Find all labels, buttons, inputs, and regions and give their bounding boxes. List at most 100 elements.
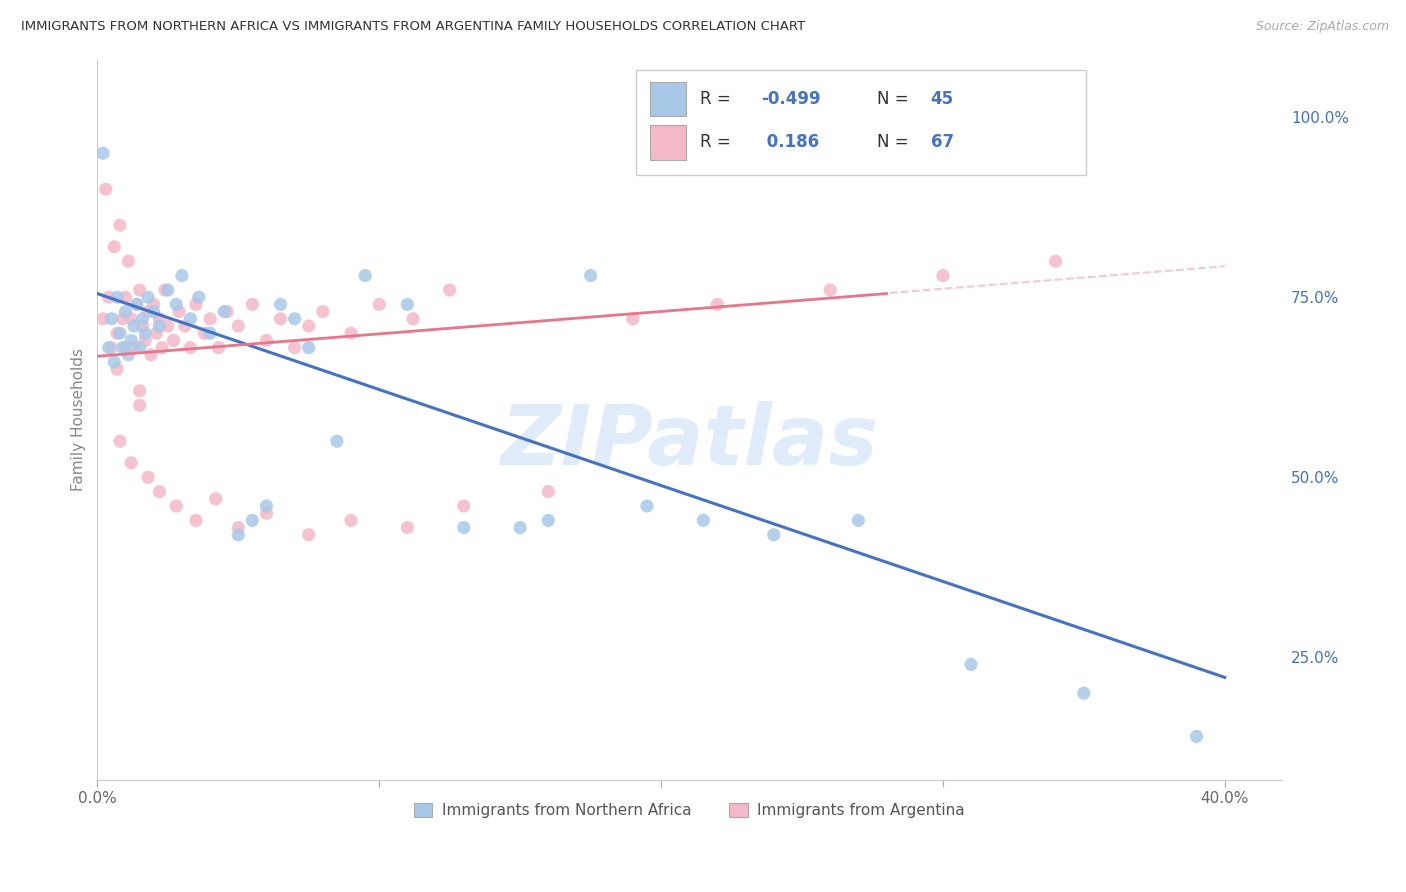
Point bbox=[193, 326, 215, 341]
Point bbox=[128, 384, 150, 398]
Text: -0.499: -0.499 bbox=[762, 90, 821, 108]
Point bbox=[122, 318, 145, 333]
Point bbox=[818, 283, 841, 297]
Point bbox=[156, 318, 179, 333]
Point bbox=[148, 484, 170, 499]
Point bbox=[340, 513, 363, 527]
Point bbox=[184, 297, 207, 311]
Text: 67: 67 bbox=[931, 134, 953, 152]
Point bbox=[103, 240, 125, 254]
Point bbox=[111, 311, 134, 326]
Point bbox=[298, 318, 321, 333]
Point bbox=[148, 311, 170, 326]
Point bbox=[142, 304, 165, 318]
Point bbox=[91, 311, 114, 326]
Point bbox=[108, 326, 131, 341]
Point bbox=[91, 146, 114, 161]
Point bbox=[170, 268, 193, 283]
Point bbox=[117, 254, 139, 268]
Point bbox=[94, 182, 117, 196]
Point bbox=[284, 311, 307, 326]
Point bbox=[125, 297, 148, 311]
Text: 45: 45 bbox=[931, 90, 953, 108]
Point bbox=[256, 499, 278, 513]
Point bbox=[153, 283, 176, 297]
Point bbox=[136, 290, 159, 304]
Point bbox=[134, 334, 156, 348]
Y-axis label: Family Households: Family Households bbox=[72, 348, 86, 491]
Point bbox=[579, 268, 602, 283]
Point bbox=[150, 341, 173, 355]
Point bbox=[402, 311, 425, 326]
Point bbox=[326, 434, 349, 449]
Point bbox=[537, 513, 560, 527]
Point bbox=[537, 484, 560, 499]
Point bbox=[270, 297, 292, 311]
Point bbox=[396, 520, 419, 534]
Point bbox=[636, 499, 658, 513]
Point bbox=[105, 362, 128, 376]
Point bbox=[762, 528, 785, 542]
Point bbox=[509, 520, 531, 534]
Point bbox=[128, 398, 150, 412]
Point bbox=[167, 304, 190, 318]
Point bbox=[368, 297, 391, 311]
Point bbox=[226, 528, 249, 542]
Point bbox=[256, 334, 278, 348]
Point bbox=[173, 318, 195, 333]
Point bbox=[312, 304, 335, 318]
Point bbox=[108, 434, 131, 449]
Point bbox=[256, 506, 278, 520]
Point bbox=[354, 268, 377, 283]
Point bbox=[396, 297, 419, 311]
Point bbox=[97, 290, 120, 304]
Point bbox=[706, 297, 728, 311]
FancyBboxPatch shape bbox=[650, 125, 686, 160]
Point bbox=[103, 355, 125, 369]
Point bbox=[136, 470, 159, 484]
Text: N =: N = bbox=[877, 90, 914, 108]
Point bbox=[131, 318, 153, 333]
Point bbox=[139, 348, 162, 362]
Point bbox=[226, 318, 249, 333]
Point bbox=[105, 326, 128, 341]
Point bbox=[165, 297, 187, 311]
Point bbox=[136, 304, 159, 318]
Text: Source: ZipAtlas.com: Source: ZipAtlas.com bbox=[1256, 20, 1389, 33]
Point bbox=[284, 341, 307, 355]
Point bbox=[128, 341, 150, 355]
Point bbox=[453, 520, 475, 534]
Point bbox=[108, 218, 131, 232]
Point bbox=[692, 513, 714, 527]
Point bbox=[145, 326, 167, 341]
Point bbox=[105, 290, 128, 304]
Point bbox=[204, 491, 226, 506]
Point bbox=[125, 297, 148, 311]
Point bbox=[128, 283, 150, 297]
Point bbox=[621, 311, 644, 326]
Point bbox=[142, 297, 165, 311]
Text: ZIPatlas: ZIPatlas bbox=[501, 401, 879, 482]
Point bbox=[198, 326, 221, 341]
Point bbox=[340, 326, 363, 341]
Point bbox=[131, 311, 153, 326]
Point bbox=[240, 297, 263, 311]
Point bbox=[187, 290, 209, 304]
Point bbox=[156, 283, 179, 297]
Point bbox=[212, 304, 235, 318]
Point bbox=[932, 268, 955, 283]
Point bbox=[162, 334, 184, 348]
Text: IMMIGRANTS FROM NORTHERN AFRICA VS IMMIGRANTS FROM ARGENTINA FAMILY HOUSEHOLDS C: IMMIGRANTS FROM NORTHERN AFRICA VS IMMIG… bbox=[21, 20, 806, 33]
Point bbox=[453, 499, 475, 513]
Legend: Immigrants from Northern Africa, Immigrants from Argentina: Immigrants from Northern Africa, Immigra… bbox=[406, 796, 972, 826]
Point bbox=[215, 304, 238, 318]
FancyBboxPatch shape bbox=[636, 70, 1085, 175]
Point bbox=[148, 318, 170, 333]
Point bbox=[846, 513, 869, 527]
Point bbox=[226, 520, 249, 534]
Point bbox=[122, 341, 145, 355]
Point bbox=[114, 304, 136, 318]
Point bbox=[165, 499, 187, 513]
Text: R =: R = bbox=[700, 90, 735, 108]
Point bbox=[114, 290, 136, 304]
